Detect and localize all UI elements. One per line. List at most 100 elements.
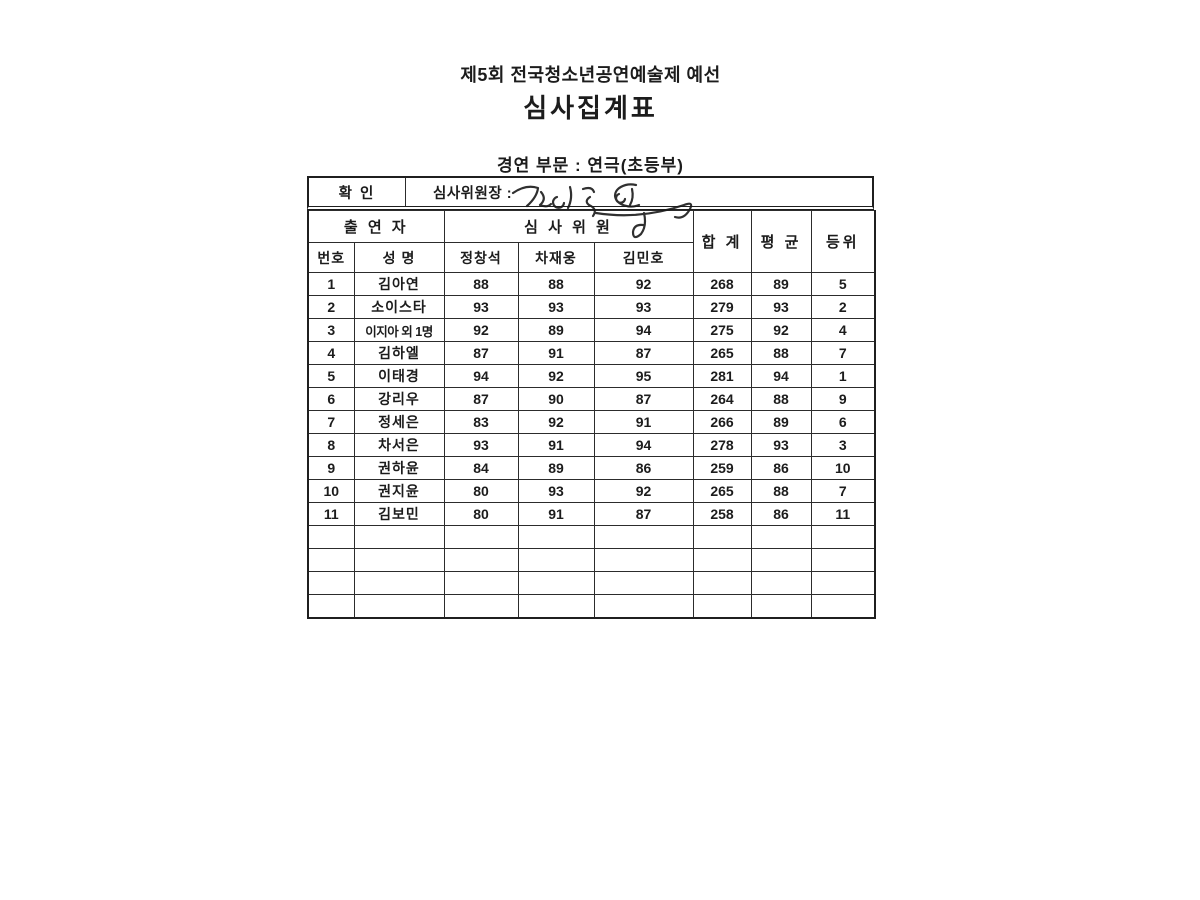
empty-table-row: [307, 571, 876, 595]
table-row: 1 김아연 88 88 92 268 89 5: [307, 272, 876, 296]
competition-section-label: 경연 부문 : 연극(초등부): [497, 156, 684, 175]
chief-judge-label: 심사위원장 :: [433, 185, 513, 202]
rank: 5: [810, 272, 876, 296]
empty-table-row: [307, 525, 876, 549]
judge-2-score: 90: [517, 387, 595, 411]
rank: 10: [810, 456, 876, 480]
judge-2-score: 91: [517, 502, 595, 526]
judge-1-score: 87: [443, 387, 519, 411]
judge-2-score: 89: [517, 456, 595, 480]
performer-name: 권하윤: [353, 456, 445, 480]
average-score: 93: [750, 295, 812, 319]
judge-3-score: 87: [593, 341, 694, 365]
judge-1-score: 88: [443, 272, 519, 296]
entry-number: 10: [307, 479, 355, 503]
judge-3-score: 87: [593, 502, 694, 526]
name-column-header: 성 명: [353, 242, 445, 273]
total-score: 265: [692, 479, 752, 503]
judge-3-score: 93: [593, 295, 694, 319]
average-score: 92: [750, 318, 812, 342]
judge-1-score: 93: [443, 295, 519, 319]
judge-1-score: 92: [443, 318, 519, 342]
performer-name: 김보민: [353, 502, 445, 526]
table-row: 11 김보민 80 91 87 258 86 11: [307, 502, 876, 526]
total-score: 266: [692, 410, 752, 434]
judge-2-score: 92: [517, 410, 595, 434]
entry-number: 2: [307, 295, 355, 319]
rank: 7: [810, 479, 876, 503]
table-row: 10 권지윤 80 93 92 265 88 7: [307, 479, 876, 503]
confirm-label: 확 인: [309, 178, 406, 206]
entry-number: 3: [307, 318, 355, 342]
entry-number: 6: [307, 387, 355, 411]
entry-number: 8: [307, 433, 355, 457]
total-score: 264: [692, 387, 752, 411]
judge-3-score: 94: [593, 318, 694, 342]
table-row: 5 이태경 94 92 95 281 94 1: [307, 364, 876, 388]
rank: 11: [810, 502, 876, 526]
rank-column-header: 등위: [810, 210, 876, 273]
judge-2-score: 91: [517, 341, 595, 365]
judge-1-name-header: 정창석: [443, 242, 519, 273]
table-row: 7 정세은 83 92 91 266 89 6: [307, 410, 876, 434]
average-score: 88: [750, 341, 812, 365]
performer-name: 정세은: [353, 410, 445, 434]
performer-name: 김아연: [353, 272, 445, 296]
total-score: 258: [692, 502, 752, 526]
judge-2-score: 91: [517, 433, 595, 457]
entry-number: 9: [307, 456, 355, 480]
average-score: 89: [750, 410, 812, 434]
judge-1-score: 80: [443, 479, 519, 503]
table-row: 8 차서은 93 91 94 278 93 3: [307, 433, 876, 457]
judge-1-score: 83: [443, 410, 519, 434]
judge-1-score: 93: [443, 433, 519, 457]
performer-group-header: 출 연 자: [307, 210, 445, 243]
performer-name: 소이스타: [353, 295, 445, 319]
judge-1-score: 80: [443, 502, 519, 526]
document-title: 제5회 전국청소년공연예술제 예선: [460, 65, 721, 85]
total-score: 278: [692, 433, 752, 457]
rank: 6: [810, 410, 876, 434]
judge-2-score: 92: [517, 364, 595, 388]
judges-group-header: 심 사 위 원: [443, 210, 694, 243]
total-score: 268: [692, 272, 752, 296]
chief-judge-signature-handwriting: [511, 183, 693, 239]
average-score: 88: [750, 387, 812, 411]
entry-number: 4: [307, 341, 355, 365]
score-table: 출 연 자 심 사 위 원 합 계 평 균 등위 번호 성 명 정창석 차재웅 …: [307, 210, 877, 619]
group-header-row: 출 연 자 심 사 위 원 합 계 평 균 등위: [307, 210, 876, 273]
total-score: 265: [692, 341, 752, 365]
entry-number: 1: [307, 272, 355, 296]
judge-3-score: 91: [593, 410, 694, 434]
judge-1-score: 94: [443, 364, 519, 388]
performer-name: 이지아 외 1명: [353, 318, 445, 342]
judge-3-score: 92: [593, 479, 694, 503]
confirm-signature-bar: 확 인 심사위원장 :: [307, 176, 874, 210]
judge-1-score: 87: [443, 341, 519, 365]
judge-3-score: 92: [593, 272, 694, 296]
average-score: 88: [750, 479, 812, 503]
average-score: 94: [750, 364, 812, 388]
performer-name: 이태경: [353, 364, 445, 388]
total-score: 275: [692, 318, 752, 342]
judge-2-score: 93: [517, 295, 595, 319]
total-score: 279: [692, 295, 752, 319]
rank: 9: [810, 387, 876, 411]
entry-number: 5: [307, 364, 355, 388]
empty-table-row: [307, 594, 876, 618]
judge-2-name-header: 차재웅: [517, 242, 595, 273]
rank: 7: [810, 341, 876, 365]
table-row: 3 이지아 외 1명 92 89 94 275 92 4: [307, 318, 876, 342]
rank: 1: [810, 364, 876, 388]
average-column-header: 평 균: [750, 210, 812, 273]
judge-3-score: 94: [593, 433, 694, 457]
judge-2-score: 93: [517, 479, 595, 503]
performer-name: 김하엘: [353, 341, 445, 365]
performer-name: 권지윤: [353, 479, 445, 503]
judge-3-score: 86: [593, 456, 694, 480]
judge-2-score: 88: [517, 272, 595, 296]
table-row: 6 강리우 87 90 87 264 88 9: [307, 387, 876, 411]
judge-2-score: 89: [517, 318, 595, 342]
judge-3-score: 87: [593, 387, 694, 411]
judge-1-score: 84: [443, 456, 519, 480]
